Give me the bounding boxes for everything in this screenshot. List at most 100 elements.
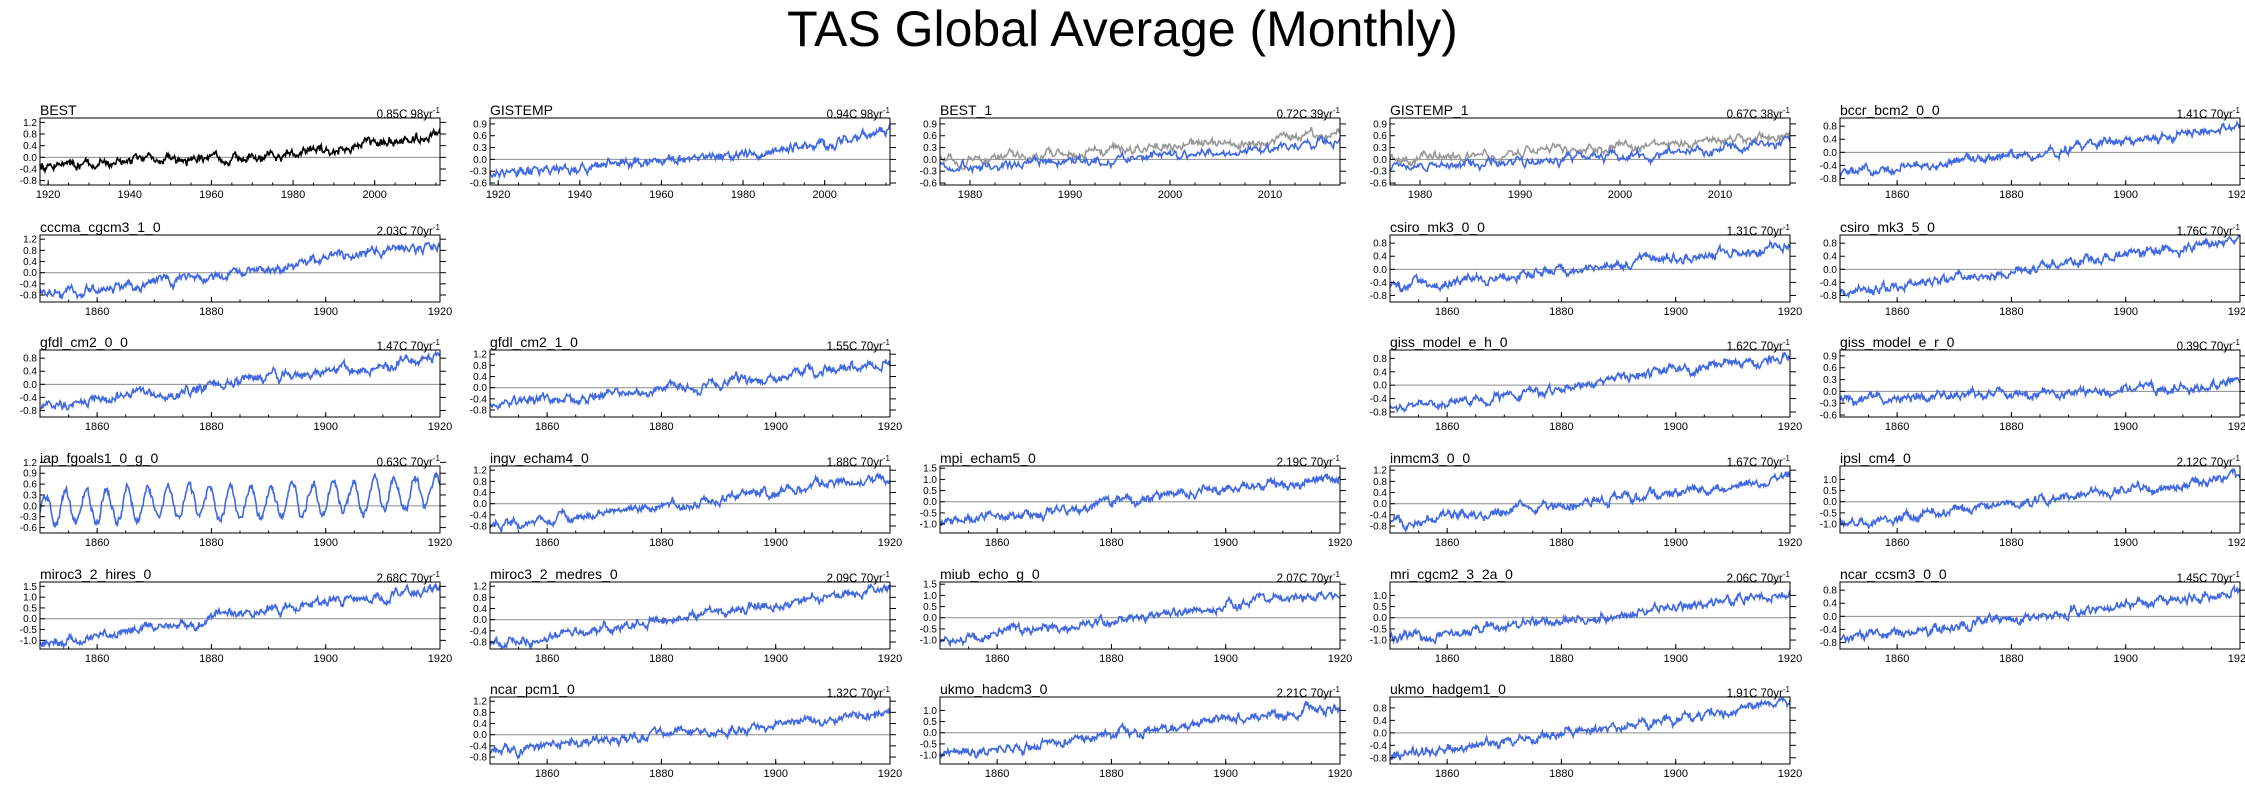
plot-area: 1860 1880 1900 1920 1.00.50.0-0.5-1.0 <box>1370 581 1802 665</box>
plot-area: 1860 1880 1900 1920 1.20.80.40.0-0.4-0.8 <box>20 234 452 318</box>
series-line <box>1389 696 1791 761</box>
trend-exponent: -1 <box>882 685 890 694</box>
x-tick-label: 1860 <box>535 768 559 780</box>
y-tick-label: 0.4 <box>473 488 487 499</box>
series-line <box>939 699 1341 760</box>
y-tick-label: 0.0 <box>1373 381 1387 392</box>
trend-exponent: -1 <box>1332 570 1340 579</box>
trend-exponent: -1 <box>2232 106 2240 115</box>
y-tick-label: 0.0 <box>473 615 487 626</box>
y-tick-label: -0.8 <box>1370 291 1388 302</box>
y-tick-label: 0.3 <box>473 143 487 154</box>
x-tick-label: 1880 <box>1099 537 1123 549</box>
plot-frame <box>39 117 441 186</box>
panel-ipsl_cm4_0: ipsl_cm4_02.12C 70yr-118601880190019201.… <box>1820 451 2245 549</box>
y-tick-label: -0.5 <box>1370 624 1388 635</box>
plot-area: 1860 1880 1900 1920 1.51.00.50.0-0.5-1.0 <box>20 581 452 665</box>
x-tick-label: 1880 <box>649 537 673 549</box>
plot-frame <box>1839 465 2241 534</box>
y-tick-label: -0.8 <box>20 176 38 187</box>
y-tick-label: 0.9 <box>23 469 37 480</box>
plot-area: 1860 1880 1900 1920 0.90.60.30.0-0.3-0.6 <box>1820 349 2245 433</box>
y-tick-label: -0.4 <box>20 279 38 290</box>
panel-title: ncar_pcm1_0 <box>490 681 575 697</box>
y-tick-label: -0.4 <box>20 393 38 404</box>
series-line <box>1389 351 1791 414</box>
x-tick-label: 1900 <box>313 421 337 433</box>
panel-csiro_mk3_0_0: csiro_mk3_0_0 1.31C 70yr-1 1860 1880 1900 192… <box>1370 220 1802 318</box>
plot-area: 1860 1880 1900 1920 1.00.50.0-0.5-1.0 <box>920 696 1352 780</box>
panel-title: gfdl_cm2_1_0 <box>490 334 578 350</box>
x-tick-label: 1860 <box>985 653 1009 665</box>
x-tick-label: 1920 <box>2228 421 2245 433</box>
x-tick-label: 1940 <box>568 189 592 201</box>
x-tick-label: 1880 <box>1999 537 2023 549</box>
x-tick-label: 1980 <box>1408 189 1432 201</box>
y-tick-label: -0.6 <box>470 179 488 190</box>
y-tick-label: 1.0 <box>23 593 37 604</box>
trend-exponent: -1 <box>432 570 440 579</box>
x-tick-label: 1900 <box>1663 537 1687 549</box>
plot-frame <box>1389 465 1791 534</box>
plot-area: 1860 1880 1900 1920 1.20.90.60.30.0-0.3-0.6 <box>20 458 452 549</box>
trend-exponent: -1 <box>432 223 440 232</box>
y-tick-label: 0.8 <box>473 593 487 604</box>
plot-area: 1980 1990 2000 2010 0.90.60.30.0-0.3-0.6 <box>920 117 1346 201</box>
panel-GISTEMP_1: GISTEMP_1 0.67C 38yr-1 1980 1990 2000 2010 0.9… <box>1370 103 1796 201</box>
x-tick-label: 1920 <box>2228 537 2245 549</box>
y-tick-label: 0.8 <box>1373 703 1387 714</box>
x-tick-label: 1880 <box>1549 537 1573 549</box>
panel-mpi_echam5_0: mpi_echam5_0 2.19C 70yr-1 1860 1880 1900 1920… <box>920 451 1352 549</box>
x-tick-label: 1900 <box>2113 653 2137 665</box>
x-tick-label: 1900 <box>2113 189 2137 201</box>
x-tick-label: 1880 <box>1999 189 2023 201</box>
panel-title: giss_model_e_h_0 <box>1390 334 1508 350</box>
panel-title: ipsl_cm4_0 <box>1840 450 1911 466</box>
plot-area: 1860 1880 1900 1920 1.51.00.50.0-0.5-1.0 <box>920 464 1352 549</box>
y-tick-label: 1.0 <box>1373 591 1387 602</box>
x-tick-label: 1860 <box>985 537 1009 549</box>
series-line <box>1839 119 2241 179</box>
y-tick-label: 0.0 <box>473 730 487 741</box>
y-tick-label: 0.0 <box>923 728 937 739</box>
obs-overlay-line <box>1389 130 1791 167</box>
panel-BEST: BEST 0.85C 98yr-1 1920 1940 1960 1980 2000 1.2 0… <box>20 103 446 201</box>
y-tick-label: -0.4 <box>1820 625 1838 636</box>
x-tick-label: 1940 <box>118 189 142 201</box>
trend-exponent: -1 <box>1782 338 1790 347</box>
y-tick-label: 0.4 <box>1373 716 1387 727</box>
x-tick-label: 1880 <box>1999 306 2023 318</box>
x-tick-label: 1880 <box>1999 421 2023 433</box>
series-line <box>39 241 441 301</box>
y-tick-label: 0.5 <box>923 486 937 497</box>
panel-ukmo_hadcm3_0: ukmo_hadcm3_0 2.21C 70yr-1 1860 1880 1900 192… <box>920 682 1352 780</box>
x-tick-label: 1860 <box>1885 421 1909 433</box>
x-tick-label: 1860 <box>985 768 1009 780</box>
x-tick-label: 1920 <box>428 421 452 433</box>
y-tick-label: 0.8 <box>1823 586 1837 597</box>
y-tick-label: 0.0 <box>473 383 487 394</box>
y-tick-label: -0.6 <box>1370 179 1388 190</box>
y-tick-label: -0.8 <box>1820 291 1838 302</box>
x-tick-label: 1860 <box>1885 653 1909 665</box>
y-tick-label: -1.0 <box>920 636 938 647</box>
panel-ukmo_hadgem1_0: ukmo_hadgem1_0 1.91C 70yr-1 1860 1880 1900 19… <box>1370 682 1802 780</box>
x-tick-label: 1920 <box>878 537 902 549</box>
trend-exponent: -1 <box>1782 570 1790 579</box>
y-tick-label: 0.8 <box>23 130 37 141</box>
series-line <box>1839 467 2241 529</box>
y-tick-label: 1.2 <box>1373 466 1387 477</box>
y-tick-label: 0.8 <box>473 708 487 719</box>
y-tick-label: 0.4 <box>1823 135 1837 146</box>
series-line <box>939 135 1341 175</box>
trend-exponent: -1 <box>1782 223 1790 232</box>
trend-exponent: -1 <box>882 338 890 347</box>
y-tick-label: 0.3 <box>23 490 37 501</box>
x-tick-label: 1880 <box>1999 653 2023 665</box>
y-tick-label: 0.4 <box>473 719 487 730</box>
y-tick-label: 1.2 <box>473 697 487 708</box>
